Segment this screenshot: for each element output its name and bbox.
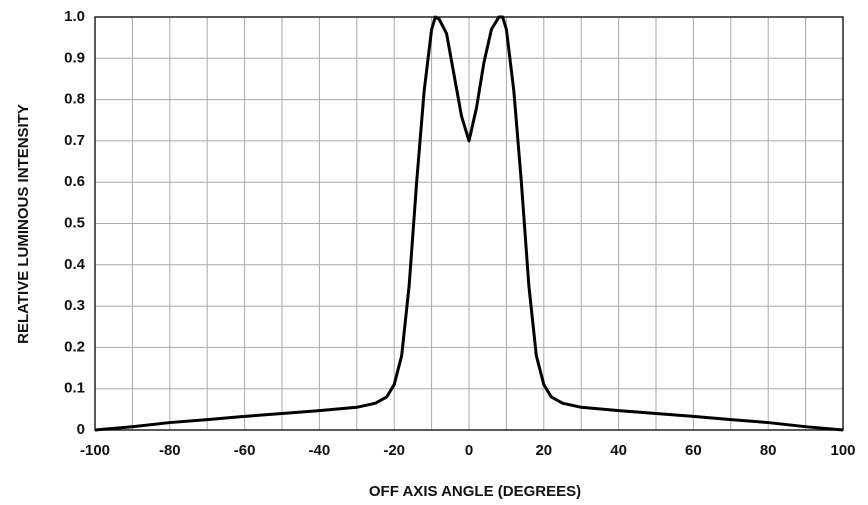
- x-tick-label: -60: [234, 442, 256, 459]
- y-tick-label: 0.9: [64, 49, 85, 66]
- y-tick-label: 0.6: [64, 173, 85, 190]
- y-tick-label: 0.2: [64, 338, 85, 355]
- x-axis-label: OFF AXIS ANGLE (DEGREES): [369, 483, 581, 500]
- y-tick-label: 0: [77, 421, 85, 438]
- x-tick-label: -40: [309, 442, 331, 459]
- y-tick-label: 0.7: [64, 132, 85, 149]
- x-tick-label: 20: [535, 442, 552, 459]
- line-series: [94, 15, 844, 432]
- y-tick-label: 0.8: [64, 91, 85, 108]
- y-tick-label: 0.3: [64, 297, 85, 314]
- x-tick-label: -80: [159, 442, 181, 459]
- y-tick-label: 0.5: [64, 214, 85, 231]
- x-tick-label: 80: [760, 442, 777, 459]
- x-tick-label: 100: [830, 442, 855, 459]
- y-tick-label: 0.4: [64, 256, 86, 273]
- x-tick-label: 60: [685, 442, 702, 459]
- x-tick-label: 40: [610, 442, 627, 459]
- y-tick-label: 1.0: [64, 8, 85, 25]
- y-axis-label: RELATIVE LUMINOUS INTENSITY: [15, 104, 32, 344]
- x-tick-label: -20: [383, 442, 405, 459]
- x-tick-label: -100: [80, 442, 110, 459]
- y-tick-label: 0.1: [64, 380, 85, 397]
- plot-frame: [94, 16, 844, 431]
- x-tick-label: 0: [465, 442, 473, 459]
